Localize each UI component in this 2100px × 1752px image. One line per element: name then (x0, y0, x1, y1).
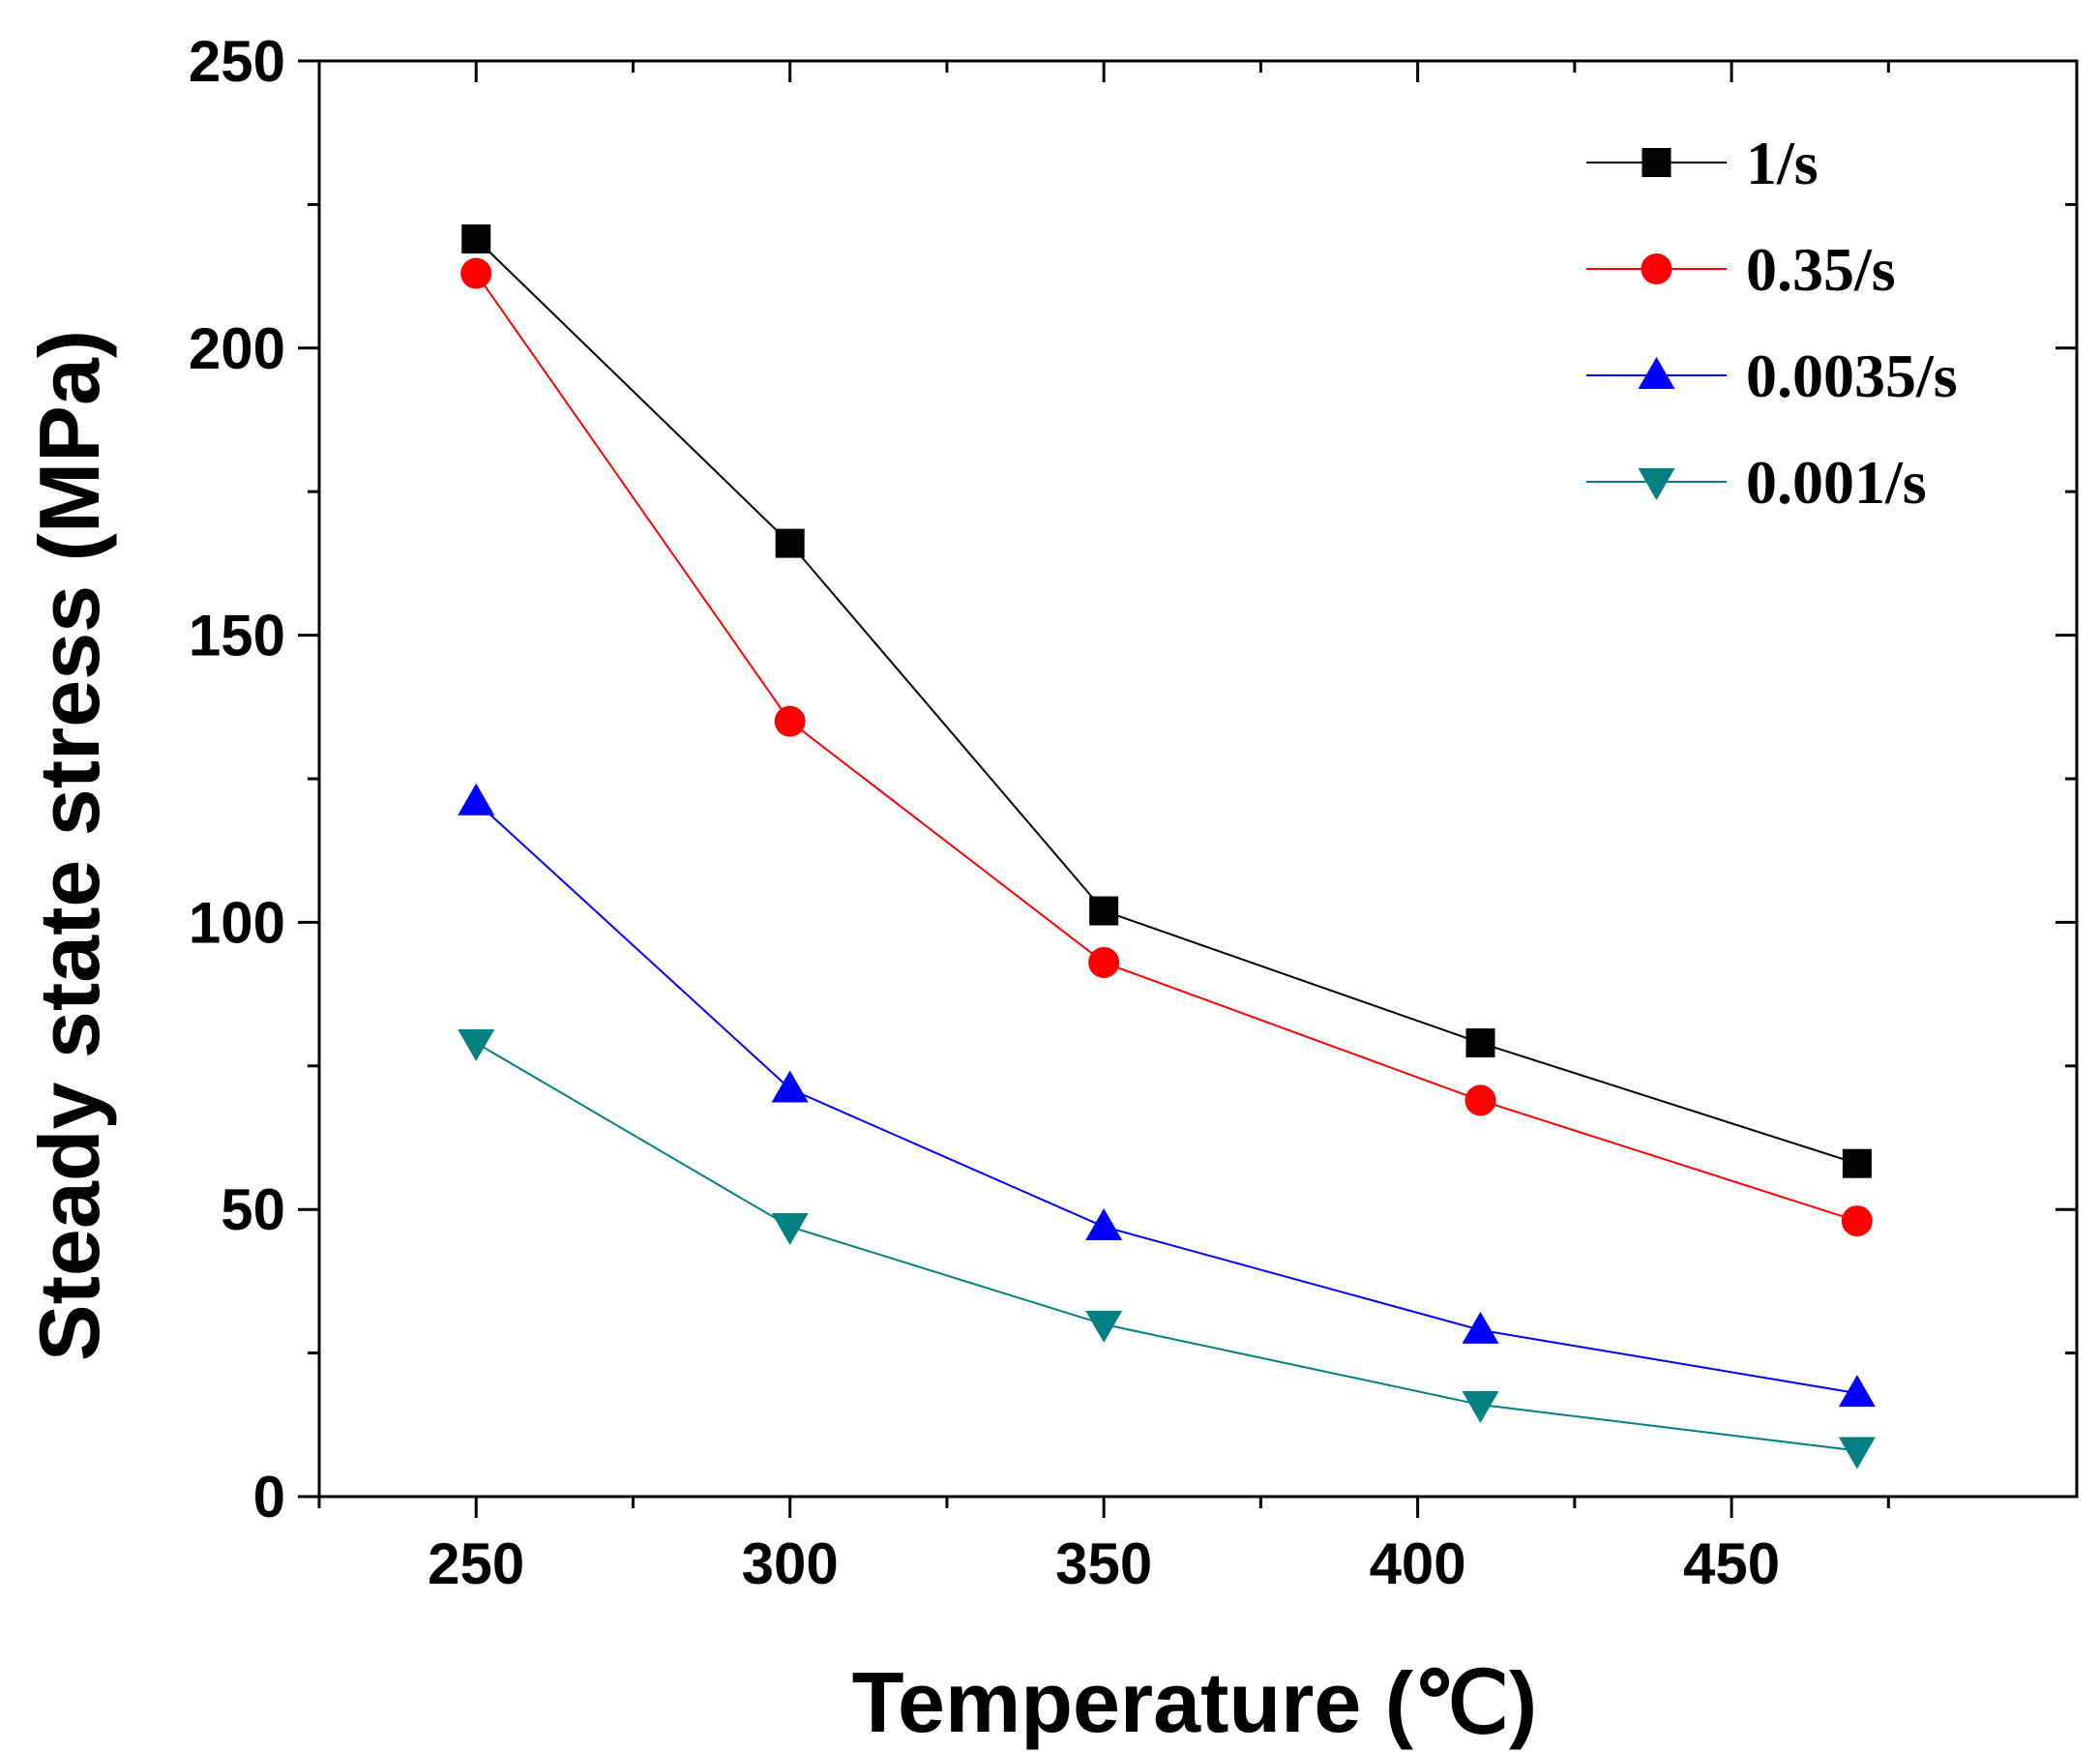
legend-item: 0.35/s (1586, 235, 1896, 304)
legend-marker (1638, 357, 1675, 389)
legend-label: 0.0035/s (1746, 341, 1958, 410)
data-point (1089, 896, 1119, 926)
y-tick-label: 150 (189, 604, 285, 668)
x-tick-label: 300 (742, 1531, 839, 1596)
data-point (1841, 1205, 1873, 1237)
y-axis: 0 50 100 150 200 250 (189, 29, 2077, 1529)
x-axis-label: Temperature (℃) (852, 1654, 1537, 1750)
data-point (771, 1213, 809, 1246)
legend-label: 1/s (1746, 129, 1819, 197)
y-tick-label: 50 (221, 1177, 285, 1242)
data-point (458, 1029, 495, 1062)
series-0 (461, 224, 1872, 1178)
data-point (1464, 1084, 1496, 1116)
data-point (458, 783, 495, 816)
series-line-1 (475, 273, 1858, 1223)
series-2 (458, 783, 1876, 1408)
legend: 1/s 0.35/s 0.0035/s 0.001/s (1586, 129, 1958, 517)
data-point (775, 528, 805, 558)
legend-label: 0.35/s (1746, 235, 1896, 304)
series-3 (458, 1029, 1876, 1470)
data-point (1085, 1208, 1123, 1241)
x-tick-label: 350 (1055, 1531, 1152, 1596)
y-tick-label: 100 (189, 890, 285, 955)
series-layer (458, 224, 1876, 1470)
legend-item: 0.0035/s (1586, 341, 1958, 410)
data-point (771, 1070, 809, 1103)
y-tick-label: 200 (189, 316, 285, 381)
y-axis-label: Steady state stress (MPa) (21, 330, 117, 1361)
data-point (1838, 1437, 1876, 1470)
data-point (1462, 1391, 1499, 1424)
data-point (774, 705, 806, 737)
legend-marker (1638, 468, 1675, 500)
data-point (460, 257, 492, 289)
data-point (1465, 1028, 1495, 1058)
series-1 (460, 257, 1873, 1237)
data-point (461, 224, 491, 254)
legend-item: 1/s (1586, 129, 1819, 197)
y-tick-label: 250 (189, 29, 285, 94)
x-tick-label: 450 (1683, 1531, 1780, 1596)
series-line-3 (475, 1042, 1857, 1452)
y-tick-label: 0 (253, 1465, 285, 1529)
legend-marker (1641, 253, 1672, 284)
data-point (1462, 1311, 1499, 1344)
data-point (1842, 1148, 1872, 1178)
x-tick-label: 250 (428, 1531, 524, 1596)
x-axis: 250 300 350 400 450 (317, 61, 1890, 1596)
legend-item: 0.001/s (1586, 448, 1927, 517)
legend-label: 0.001/s (1746, 448, 1927, 517)
legend-marker (1642, 148, 1671, 177)
x-tick-label: 400 (1370, 1531, 1466, 1596)
data-point (1838, 1375, 1876, 1408)
data-point (1088, 946, 1120, 978)
data-point (1085, 1310, 1123, 1343)
